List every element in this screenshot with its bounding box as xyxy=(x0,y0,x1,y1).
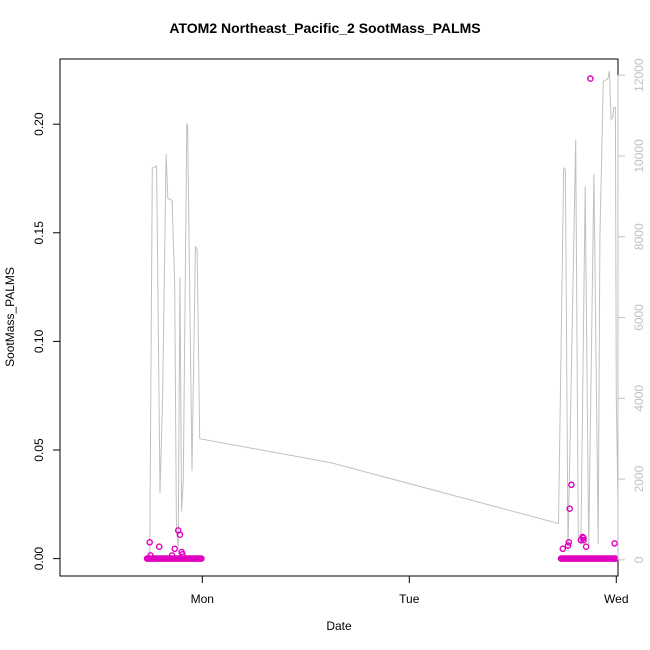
y2-tick-label: 2000 xyxy=(632,465,646,492)
data-point xyxy=(198,555,205,562)
x-tick-label: Mon xyxy=(191,592,214,606)
data-point xyxy=(580,536,587,544)
data-point xyxy=(566,505,574,513)
axes: Mon Tue Wed 0.00 0.05 0.10 0.15 0.20 0 2000 4000 60… xyxy=(32,58,646,606)
y2-tick-label: 8000 xyxy=(632,223,646,250)
y-axis-label: SootMass_PALMS xyxy=(3,267,17,367)
data-point xyxy=(565,539,573,546)
x-tick-label: Tue xyxy=(399,592,420,606)
y-tick-label: 0.20 xyxy=(32,112,46,136)
data-point xyxy=(587,75,594,82)
y2-tick-label: 6000 xyxy=(632,304,646,331)
data-point xyxy=(582,543,590,551)
data-point xyxy=(179,551,186,558)
y2-tick-label: 10000 xyxy=(632,139,646,173)
points-series xyxy=(143,75,619,562)
data-point xyxy=(171,545,178,553)
chart-title: ATOM2 Northeast_Pacific_2 SootMass_PALMS xyxy=(169,20,481,36)
y-tick-label: 0.15 xyxy=(32,221,46,245)
secondary-series-line xyxy=(149,70,619,560)
x-axis-label: Date xyxy=(326,619,352,633)
y2-tick-label: 12000 xyxy=(632,58,646,92)
data-point xyxy=(176,531,184,539)
y2-tick-label: 0 xyxy=(632,556,646,563)
data-point xyxy=(559,545,567,553)
y-tick-label: 0.10 xyxy=(32,329,46,353)
data-point xyxy=(146,539,153,546)
data-point xyxy=(568,481,575,489)
plot-frame xyxy=(59,58,619,577)
data-point xyxy=(580,534,587,542)
series-line xyxy=(149,70,619,560)
data-point xyxy=(564,542,572,549)
data-point xyxy=(168,552,176,559)
data-point xyxy=(147,552,154,559)
y2-tick-label: 4000 xyxy=(632,385,646,412)
y-tick-label: 0.00 xyxy=(32,547,46,571)
data-point xyxy=(611,540,618,547)
x-tick-label: Wed xyxy=(604,592,628,606)
y-tick-label: 0.05 xyxy=(32,438,46,462)
data-point xyxy=(155,543,163,551)
